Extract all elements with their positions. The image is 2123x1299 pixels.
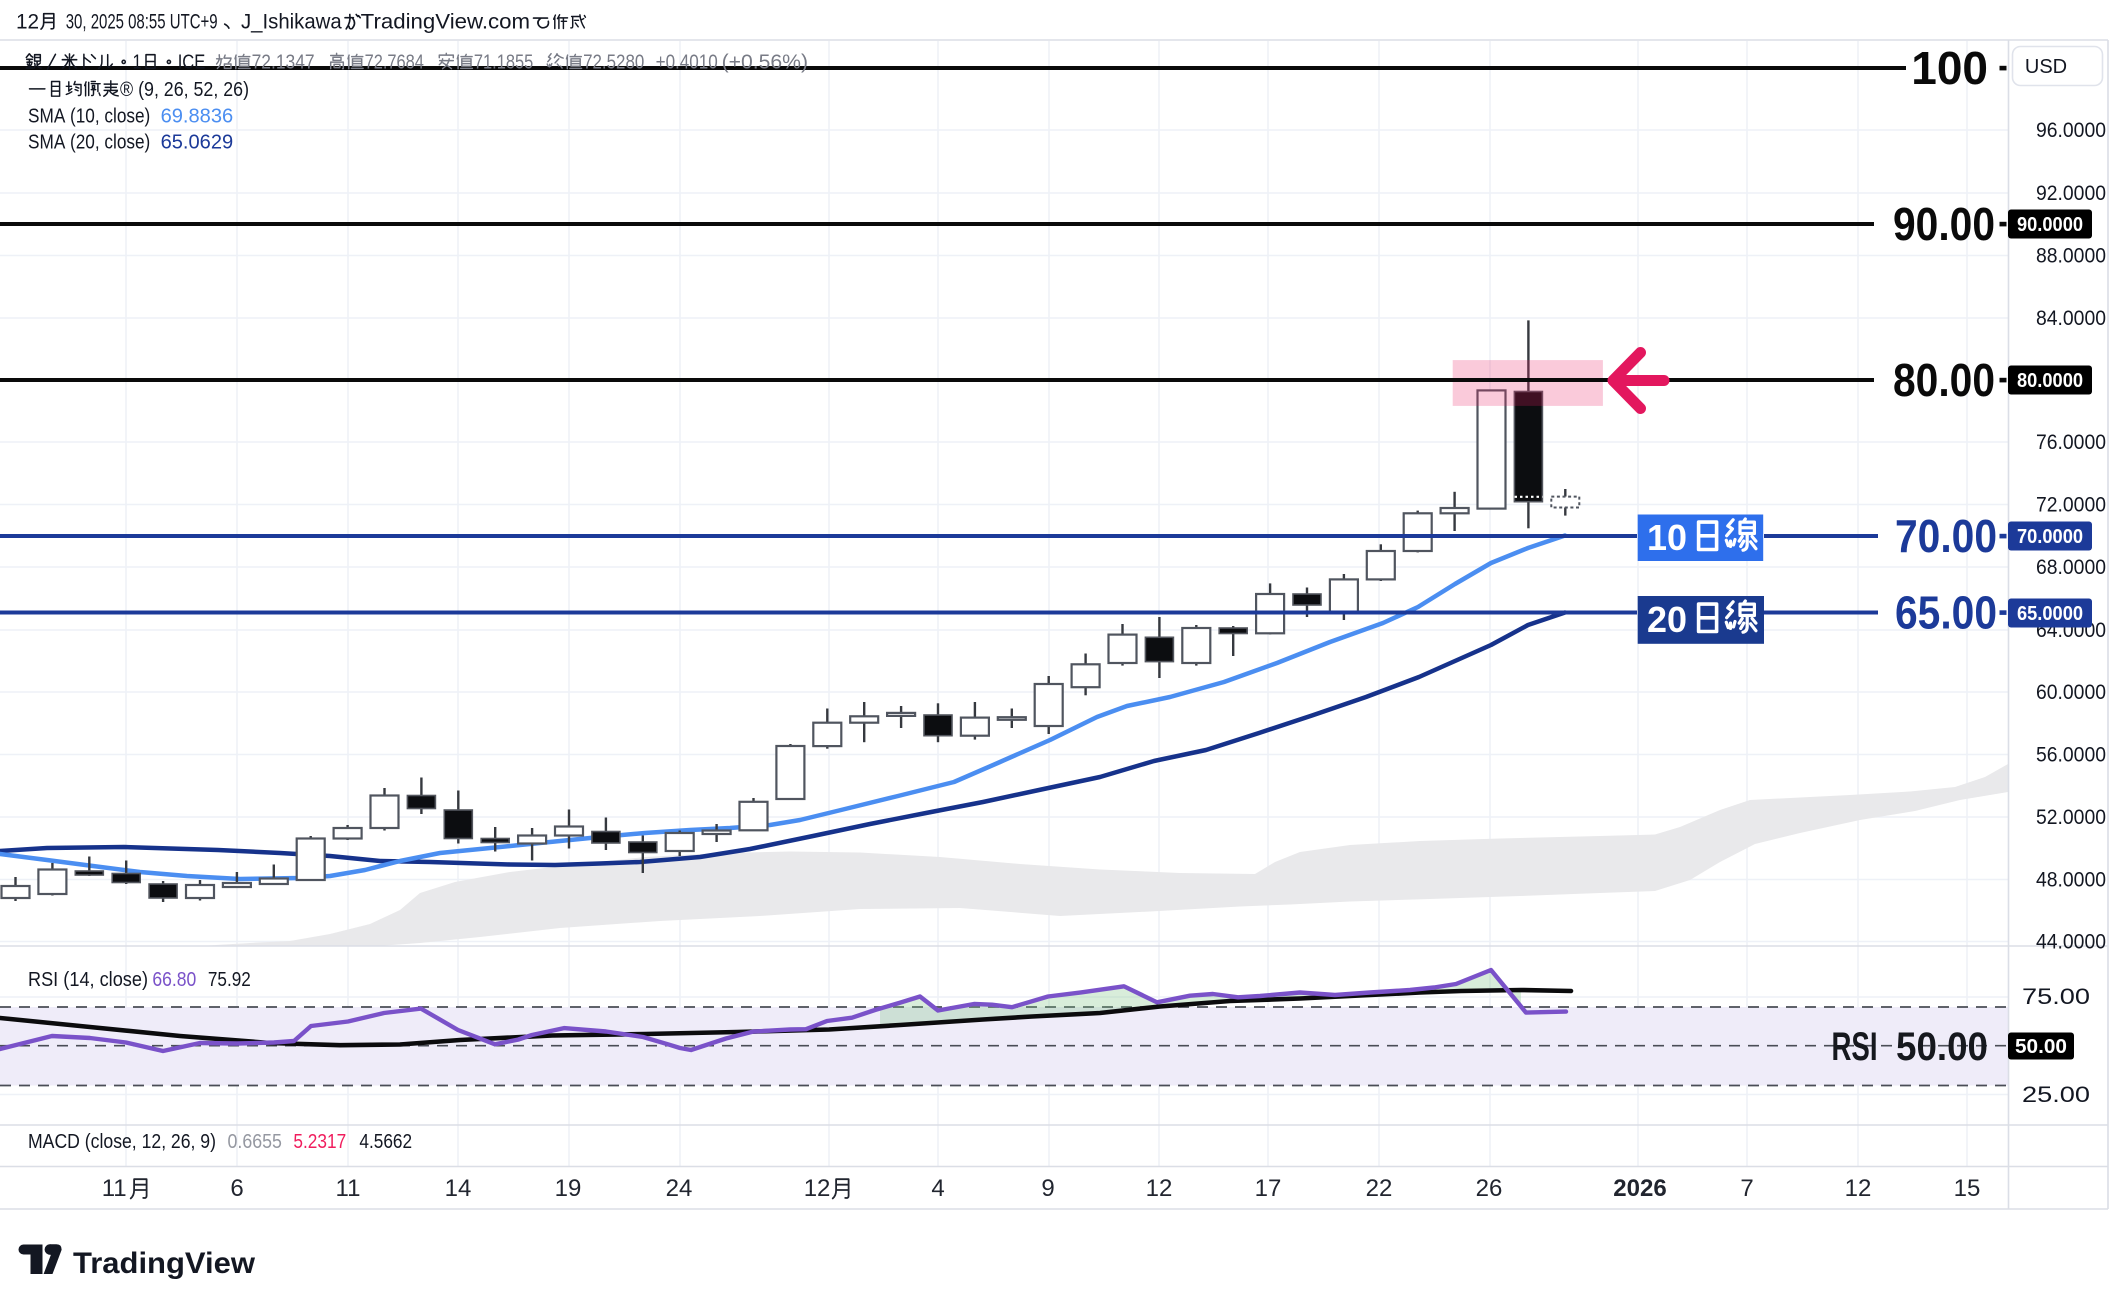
svg-text:70.00: 70.00 [1895,510,1997,562]
svg-text:65.0629: 65.0629 [161,132,234,154]
svg-text:4.5662: 4.5662 [359,1131,412,1153]
svg-text:0.6655: 0.6655 [228,1131,282,1153]
svg-text:72.7684: 72.7684 [365,52,424,74]
svg-text:96.0000: 96.0000 [2036,119,2106,142]
svg-text:12: 12 [16,11,39,34]
svg-text:44.0000: 44.0000 [2036,931,2106,954]
svg-text:close): close) [104,106,150,128]
svg-text:(close,: (close, [85,1131,137,1153]
svg-text:J_Ishikawa: J_Ishikawa [241,11,342,34]
svg-text:10: 10 [1647,517,1687,558]
svg-text:30,: 30, [66,11,87,34]
svg-text:26,: 26, [164,79,189,101]
svg-text:11: 11 [102,1175,127,1202]
svg-text:RSI: RSI [28,969,58,991]
svg-text:100: 100 [1911,42,1988,94]
svg-text:60.0000: 60.0000 [2036,681,2106,704]
svg-text:52,: 52, [194,79,219,101]
svg-text:48.0000: 48.0000 [2036,869,2106,892]
svg-text:2025: 2025 [91,11,124,34]
svg-text:84.0000: 84.0000 [2036,307,2106,330]
svg-text:56.0000: 56.0000 [2036,744,2106,767]
svg-text:SMA: SMA [28,132,66,154]
svg-text:76.0000: 76.0000 [2036,431,2106,454]
svg-text:80.00: 80.00 [1893,354,1995,406]
svg-text:70.0000: 70.0000 [2017,526,2083,548]
svg-text:12,: 12, [142,1131,167,1153]
svg-text:7: 7 [1740,1175,1753,1202]
svg-text:65.0000: 65.0000 [2017,603,2083,625]
svg-text:69.8836: 69.8836 [161,106,234,128]
svg-text:5.2317: 5.2317 [293,1131,346,1153]
svg-text:11: 11 [336,1175,361,1202]
svg-text:75.92: 75.92 [208,969,251,991]
svg-text:26: 26 [1476,1175,1503,1202]
svg-text:65.00: 65.00 [1895,587,1997,639]
svg-text:72.0000: 72.0000 [2036,494,2106,517]
svg-text:90.00: 90.00 [1893,198,1995,250]
svg-text:TradingView: TradingView [73,1247,256,1280]
svg-text:9): 9) [200,1131,216,1153]
svg-text:ICE: ICE [178,52,206,74]
svg-text:26,: 26, [171,1131,196,1153]
svg-text:15: 15 [1954,1175,1981,1202]
svg-text:80.0000: 80.0000 [2017,370,2083,392]
svg-text:50.00: 50.00 [2015,1036,2067,1058]
svg-text:9: 9 [1041,1175,1054,1202]
svg-text:(20,: (20, [70,132,100,154]
svg-text:75.00: 75.00 [2022,984,2090,1009]
svg-text:4: 4 [931,1175,944,1202]
svg-text:50.00: 50.00 [1896,1025,1988,1069]
svg-text:24: 24 [666,1175,693,1202]
svg-text:92.0000: 92.0000 [2036,182,2106,205]
svg-text:25.00: 25.00 [2022,1082,2090,1107]
svg-text:66.80: 66.80 [152,969,196,991]
svg-text:72.1347: 72.1347 [252,52,315,74]
svg-text:USD: USD [2025,56,2067,78]
svg-text:26): 26) [223,79,249,101]
svg-text:+0.4010: +0.4010 [656,52,718,74]
svg-text:90.0000: 90.0000 [2017,214,2083,236]
svg-text:20: 20 [1647,599,1687,640]
svg-text:12: 12 [804,1175,831,1202]
svg-text:®: ® [120,79,133,101]
svg-text:SMA: SMA [28,106,66,128]
svg-text:68.0000: 68.0000 [2036,556,2106,579]
svg-text:52.0000: 52.0000 [2036,806,2106,829]
svg-text:6: 6 [230,1175,243,1202]
svg-text:(14,: (14, [63,969,94,991]
svg-text:UTC+9: UTC+9 [170,11,218,34]
svg-text:(+0.56%): (+0.56%) [722,52,808,74]
svg-text:71.1855: 71.1855 [474,52,533,74]
svg-text:(10,: (10, [70,106,100,128]
svg-text:TradingView.com: TradingView.com [361,11,530,34]
svg-text:(9,: (9, [138,79,159,101]
svg-text:close): close) [100,969,148,991]
svg-text:22: 22 [1366,1175,1393,1202]
svg-text:72.5280: 72.5280 [583,52,644,74]
svg-text:RSI: RSI [1832,1025,1878,1069]
svg-text:1: 1 [133,52,142,74]
svg-text:MACD: MACD [28,1131,80,1153]
svg-text:2026: 2026 [1613,1175,1666,1202]
svg-text:88.0000: 88.0000 [2036,245,2106,268]
svg-text:08:55: 08:55 [128,11,166,34]
svg-text:12: 12 [1146,1175,1173,1202]
svg-text:close): close) [104,132,150,154]
svg-text:14: 14 [445,1175,472,1202]
svg-text:17: 17 [1255,1175,1282,1202]
svg-text:12: 12 [1845,1175,1872,1202]
svg-text:19: 19 [555,1175,582,1202]
